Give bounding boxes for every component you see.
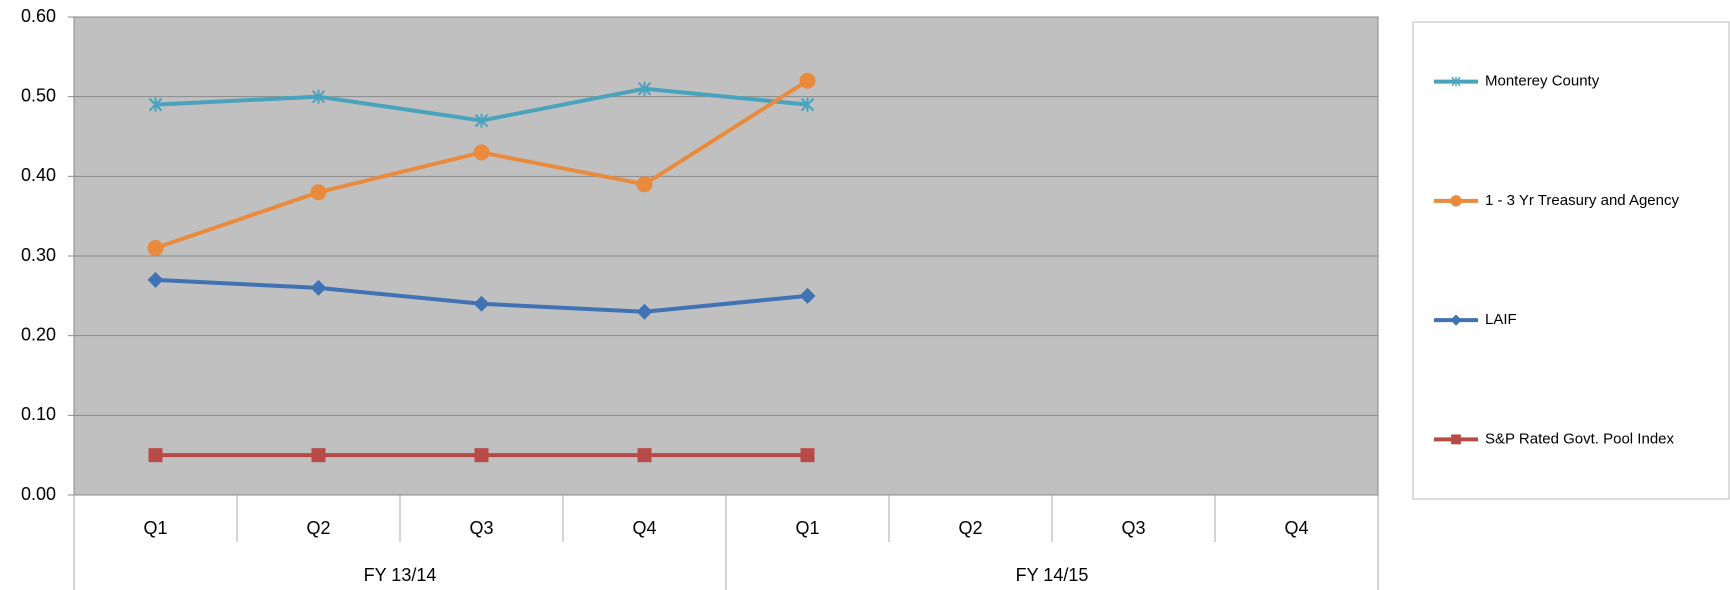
x-tick-label: Q2 xyxy=(958,518,982,538)
data-point xyxy=(636,303,653,320)
data-point xyxy=(636,176,653,193)
data-point xyxy=(311,448,326,463)
y-tick-label: 0.60 xyxy=(21,6,56,26)
legend-label: 1 - 3 Yr Treasury and Agency xyxy=(1485,192,1679,209)
x-tick-label: Q4 xyxy=(632,518,656,538)
data-point xyxy=(310,184,327,201)
data-point xyxy=(148,448,163,463)
x-tick-label: Q2 xyxy=(306,518,330,538)
data-point xyxy=(637,81,652,96)
y-tick-label: 0.00 xyxy=(21,484,56,504)
data-point xyxy=(800,448,815,463)
data-point xyxy=(148,97,163,112)
legend-label: Monterey County xyxy=(1485,73,1600,90)
data-point xyxy=(637,448,652,463)
x-tick-label: Q1 xyxy=(795,518,819,538)
data-point xyxy=(473,295,490,312)
y-tick-label: 0.10 xyxy=(21,404,56,424)
legend-box xyxy=(1412,21,1730,500)
data-point xyxy=(310,279,327,296)
group-label: FY 14/15 xyxy=(1016,565,1089,585)
y-tick-label: 0.40 xyxy=(21,165,56,185)
data-point xyxy=(474,448,489,463)
legend-marker xyxy=(1450,195,1462,207)
data-point xyxy=(799,72,816,89)
data-point xyxy=(799,287,816,304)
y-tick-label: 0.50 xyxy=(21,85,56,105)
y-tick-label: 0.30 xyxy=(21,245,56,265)
data-point xyxy=(474,113,489,128)
legend-marker xyxy=(1451,76,1461,87)
data-point xyxy=(311,89,326,104)
legend-label: S&P Rated Govt. Pool Index xyxy=(1485,430,1675,447)
data-point xyxy=(147,271,164,288)
y-tick-label: 0.20 xyxy=(21,324,56,344)
data-point xyxy=(800,97,815,112)
legend-label: LAIF xyxy=(1485,311,1517,328)
x-tick-label: Q4 xyxy=(1284,518,1308,538)
x-tick-label: Q3 xyxy=(1121,518,1145,538)
x-tick-label: Q1 xyxy=(143,518,167,538)
group-label: FY 13/14 xyxy=(364,565,437,585)
data-point xyxy=(147,240,164,257)
data-point xyxy=(473,144,490,161)
x-tick-label: Q3 xyxy=(469,518,493,538)
legend-marker xyxy=(1451,434,1461,445)
